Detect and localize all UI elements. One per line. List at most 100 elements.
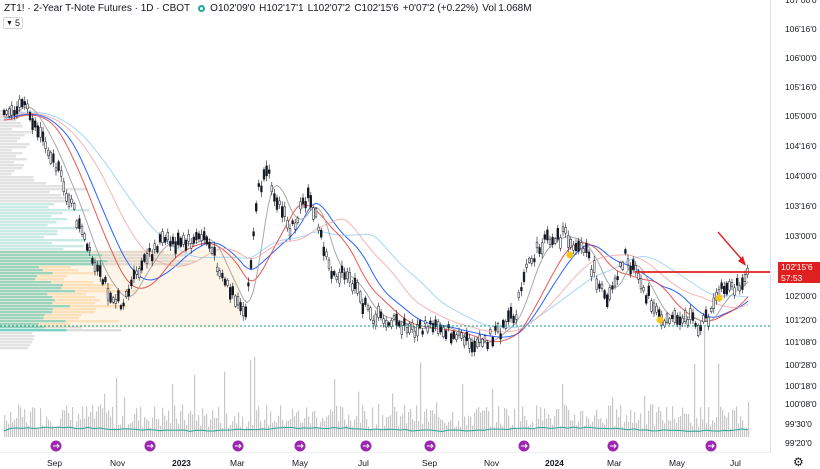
price-axis-label: 103'16'0 [785, 201, 817, 211]
volume-bar [380, 428, 382, 437]
candle-body [86, 243, 89, 251]
volume-bar [354, 419, 356, 437]
volume-bar [158, 419, 160, 437]
volume-bar [714, 422, 716, 437]
volume-bar [644, 395, 646, 437]
candle-body [93, 262, 97, 272]
candle-body [426, 326, 429, 333]
price-axis-label: 102'00'0 [785, 291, 817, 301]
candle-body [502, 320, 505, 328]
volume-bar [10, 411, 12, 437]
candle-body [535, 241, 539, 249]
volume-bar [454, 427, 456, 437]
volume-bar [636, 423, 638, 437]
candle-body [23, 101, 26, 106]
volume-profile-bar [0, 182, 47, 185]
candle-body [203, 231, 206, 240]
candle-body [421, 330, 424, 335]
price-axis-label: 105'00'0 [785, 111, 817, 121]
volume-profile-bar [44, 326, 82, 329]
volume-profile-bar [0, 194, 61, 197]
volume-profile-bar [52, 311, 96, 314]
volume-bar [140, 406, 142, 437]
volume-bar [728, 412, 730, 437]
volume-bar [492, 388, 494, 437]
bar-countdown-label: 57:53 [781, 273, 803, 283]
dividend-icon-arrow [297, 443, 304, 449]
symbol-title[interactable]: ZT1! · 2-Year T-Note Futures · 1D · CBOT [4, 2, 191, 14]
candle-body [8, 108, 11, 117]
volume-bar [494, 427, 496, 437]
candle-body [88, 247, 91, 251]
volume-bar [392, 393, 394, 437]
volume-bar [726, 417, 728, 437]
volume-profile-bar [52, 308, 97, 311]
candle-body [712, 297, 715, 309]
volume-bar [72, 406, 74, 437]
volume-profile-bar [0, 329, 67, 332]
volume-bar [250, 359, 252, 437]
volume-bar [704, 327, 706, 437]
volume-bar [408, 412, 410, 437]
volume-bar [566, 405, 568, 437]
volume-bar [390, 414, 392, 437]
volume-bar [6, 420, 8, 437]
volume-bar [174, 405, 176, 437]
candle-body [31, 118, 34, 131]
candle-body [41, 131, 45, 142]
candle-body [450, 333, 453, 344]
price-axis-label: 99'30'0 [785, 419, 812, 429]
volume-bar [678, 417, 680, 437]
gear-icon[interactable]: ⚙ [793, 455, 804, 469]
volume-bar [694, 363, 696, 437]
indicators-toggle-button[interactable]: ▼ 5 [3, 17, 23, 29]
open-value: 102'09'0 [217, 2, 256, 14]
volume-bar [376, 424, 378, 437]
candle-body [182, 235, 185, 245]
candle-body [645, 295, 648, 304]
candle-body [234, 295, 237, 307]
candle-body [140, 260, 143, 271]
candle-body [587, 251, 591, 259]
chevron-down-icon: ▼ [6, 19, 13, 27]
signal-marker [566, 251, 574, 259]
volume-bar [228, 427, 230, 437]
volume-bar [162, 407, 164, 437]
candle-body [301, 197, 305, 204]
candle-body [720, 282, 723, 289]
volume-bar [230, 425, 232, 437]
volume-bar [142, 426, 144, 437]
volume-bar [442, 419, 444, 437]
price-axis-label: 101'08'0 [785, 337, 817, 347]
volume-bar [744, 428, 746, 437]
volume-bar [574, 414, 576, 437]
candle-body [507, 310, 510, 323]
volume-bar [436, 402, 438, 437]
value-area-shade [0, 250, 240, 328]
volume-bar [82, 406, 84, 437]
volume-profile-bar [0, 161, 14, 164]
volume-profile-bar [0, 227, 79, 230]
volume-profile-bar [0, 263, 105, 266]
volume-bar [534, 428, 536, 437]
candle-body [161, 231, 164, 243]
volume-bar [618, 417, 620, 437]
volume-bar [308, 416, 310, 437]
candle-body [112, 297, 115, 303]
volume-bar [372, 407, 374, 437]
volume-profile-bar [0, 257, 96, 260]
volume-profile-bar [51, 281, 93, 284]
volume-bar [394, 406, 396, 437]
volume-bar [688, 413, 690, 437]
volume-bar [312, 411, 314, 437]
candle-body [486, 341, 489, 350]
volume-bar [578, 421, 580, 437]
price-axis[interactable] [770, 0, 820, 453]
volume-profile-bar [38, 323, 71, 326]
volume-bar [266, 405, 268, 437]
volume-profile-bar [52, 302, 96, 305]
price-chart[interactable] [0, 0, 770, 453]
volume-profile-bar [0, 251, 91, 254]
volume-bar [334, 378, 336, 437]
